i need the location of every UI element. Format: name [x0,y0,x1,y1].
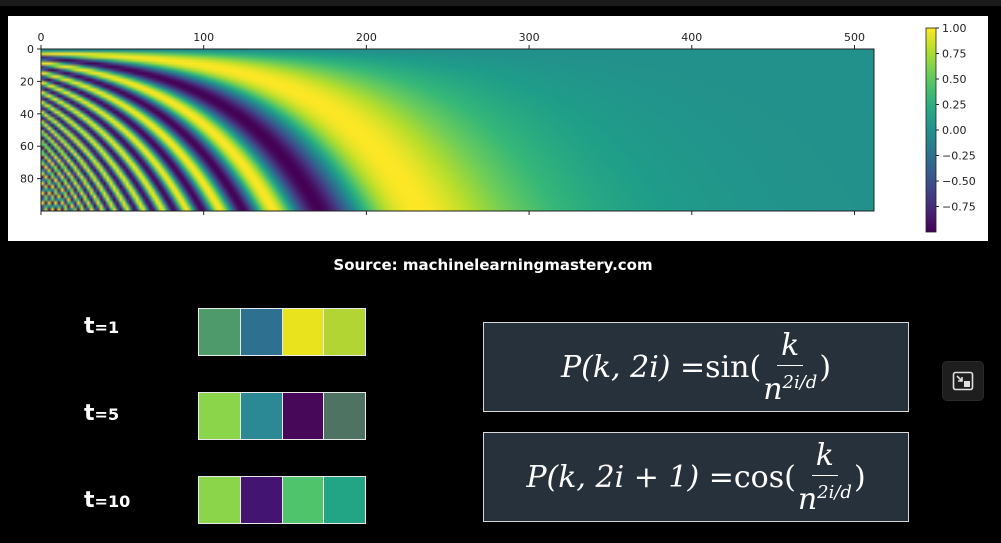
y-tick-label: 0 [27,43,34,56]
vector-cell [240,309,283,355]
positional-encoding-heatmap: 0 100 200 300 400 500 0 20 40 60 80 1.00 0.75 0.50 0.2… [8,16,988,241]
colorbar-tick-label: 0.25 [942,99,967,112]
vector-cell [199,477,241,523]
t-label-1: t=1 [84,314,119,339]
t-label-10: t=10 [84,488,130,513]
vector-t10 [198,476,366,524]
sin-numerator: k [777,327,804,366]
x-tick-label: 500 [844,31,865,44]
t-letter: t [84,314,95,339]
sin-lhs: P(k, 2i) = [560,349,706,385]
y-tick-label: 80 [20,173,34,186]
cos-fn: cos( [733,459,796,495]
x-tick-label: 200 [356,31,377,44]
colorbar-tick-label: −0.75 [942,201,976,214]
colorbar-tick-label: 0.50 [942,73,967,86]
colorbar-tick-label: 0.75 [942,48,967,61]
sin-equation: P(k, 2i) = sin( k n2i/d ) [483,322,909,412]
cos-lhs: P(k, 2i + 1) = [526,459,734,495]
sin-base: n [763,372,783,407]
cos-base: n [797,482,818,517]
sin-denominator: n2i/d [763,366,817,407]
heatmap-chart: 0 100 200 300 400 500 0 20 40 60 80 1.00 0.75 0.50 0.2… [20,22,976,233]
vector-cell [324,477,365,523]
vector-cell [324,309,365,355]
colorbar-tick-label: −0.50 [942,175,976,188]
plot-frame [40,48,875,212]
vector-t5 [198,392,366,440]
cos-exponent: 2i/d [817,482,852,503]
cos-close: ) [853,459,866,495]
sin-close: ) [819,349,832,385]
vector-cell [282,477,325,523]
sin-fraction: k n2i/d [763,327,817,407]
t-value: =5 [94,405,120,424]
vector-cell [282,393,325,439]
y-tick-label: 20 [20,75,34,88]
top-bar [0,0,1001,6]
vector-cell [324,393,365,439]
sin-exponent: 2i/d [782,372,818,393]
cos-numerator: k [811,437,838,476]
x-tick-label: 100 [193,31,214,44]
t-letter: t [84,488,95,513]
y-tick-label: 40 [20,108,34,121]
t-letter: t [84,401,95,426]
t-label-5: t=5 [84,401,119,426]
x-tick-label: 400 [681,31,702,44]
vector-cell [199,309,241,355]
vector-cell [199,393,241,439]
colorbar-tick-label: 1.00 [942,22,967,35]
cos-fraction: k n2i/d [798,437,852,517]
heatmap-image [41,49,874,211]
vector-t1 [198,308,366,356]
sin-fn: sin( [705,349,762,385]
y-tick-label: 60 [20,140,34,153]
colorbar-tick-label: 0.00 [942,124,967,137]
vector-cell [240,477,283,523]
x-tick-label: 300 [519,31,540,44]
cos-denominator: n2i/d [798,476,852,517]
picture-in-picture-button[interactable] [942,361,984,401]
colorbar-tick-label: −0.25 [942,150,976,163]
picture-in-picture-icon [952,371,974,391]
t-value: =1 [94,318,120,337]
cos-equation: P(k, 2i + 1) = cos( k n2i/d ) [483,432,909,522]
vector-cell [282,309,325,355]
source-caption: Source: machinelearningmastery.com [333,256,653,274]
t-value: =10 [94,492,131,511]
colorbar [925,27,937,233]
vector-cell [240,393,283,439]
x-tick-label: 0 [38,31,45,44]
